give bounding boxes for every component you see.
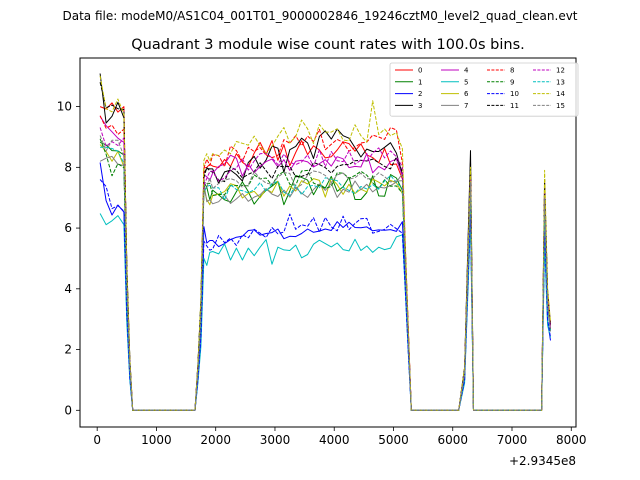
y-tick-label: 8 [64, 160, 72, 174]
series-line-9 [99, 138, 551, 411]
series-line-6 [99, 144, 551, 411]
legend-label-12: 12 [556, 67, 565, 75]
plot-area: 0 1000 2000 3000 4000 5000 6000 7000 8000 0 2 4 6 8 1… [57, 57, 587, 468]
series-line-11 [99, 82, 551, 411]
axes-frame [79, 57, 577, 428]
y-axis: 0 2 4 6 8 10 [57, 100, 80, 417]
x-tick-label: 6000 [437, 433, 468, 447]
data-file-label: Data file: modeM0/AS1C04_001T01_90000028… [62, 9, 577, 23]
series-line-4 [99, 116, 551, 411]
series-line-12 [99, 127, 551, 411]
x-axis-offset-label: +2.9345e8 [509, 454, 576, 468]
legend-label-13: 13 [556, 78, 565, 86]
legend-label-3: 3 [418, 102, 422, 110]
chart-title: Quadrant 3 module wise count rates with … [131, 37, 525, 53]
x-tick-label: 3000 [260, 433, 291, 447]
legend-label-2: 2 [418, 90, 422, 98]
y-tick-label: 10 [57, 100, 72, 114]
series-line-3 [99, 73, 551, 411]
legend-label-1: 1 [418, 78, 422, 86]
legend-label-14: 14 [556, 90, 565, 98]
legend-label-9: 9 [510, 78, 514, 86]
legend-label-5: 5 [464, 78, 468, 86]
series-line-0 [99, 102, 551, 411]
series-line-2 [99, 162, 551, 411]
series-line-1 [99, 141, 551, 411]
legend-label-8: 8 [510, 67, 514, 75]
legend-label-4: 4 [464, 67, 469, 75]
y-tick-label: 4 [64, 282, 72, 296]
legend-label-6: 6 [464, 90, 469, 98]
series-layer [99, 73, 551, 411]
x-tick-label: 8000 [556, 433, 587, 447]
legend-label-15: 15 [556, 102, 565, 110]
x-tick-label: 0 [93, 433, 101, 447]
x-tick-label: 5000 [378, 433, 409, 447]
y-tick-label: 2 [64, 343, 72, 357]
x-axis: 0 1000 2000 3000 4000 5000 6000 7000 8000 [93, 427, 587, 447]
x-tick-label: 7000 [497, 433, 528, 447]
x-tick-label: 4000 [319, 433, 350, 447]
legend-label-7: 7 [464, 102, 468, 110]
legend-label-0: 0 [418, 67, 422, 75]
legend-label-11: 11 [510, 102, 519, 110]
legend-box [389, 62, 579, 117]
y-tick-label: 0 [64, 403, 72, 417]
x-tick-label: 1000 [141, 433, 172, 447]
series-line-15 [99, 135, 551, 411]
series-line-10 [99, 179, 551, 411]
x-tick-label: 2000 [200, 433, 231, 447]
legend-label-10: 10 [510, 90, 519, 98]
series-line-13 [100, 146, 551, 411]
series-line-5 [99, 213, 551, 411]
series-line-7 [99, 155, 551, 411]
y-tick-label: 6 [64, 221, 72, 235]
